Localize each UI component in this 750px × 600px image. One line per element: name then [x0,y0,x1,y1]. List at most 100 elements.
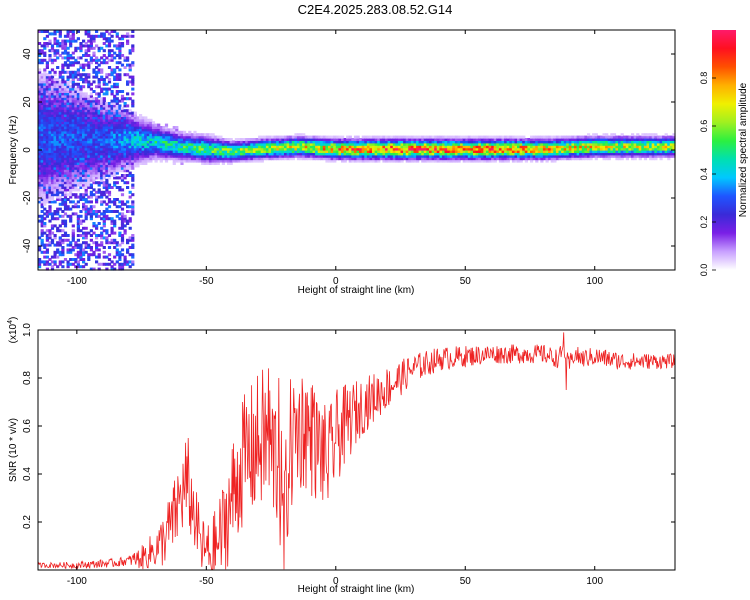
heatmap-cell [126,169,130,173]
heatmap-cell [224,152,228,156]
heatmap-cell [38,49,42,53]
heatmap-cell [79,87,83,91]
heatmap-cell [82,205,86,209]
heatmap-cell [89,174,93,177]
heatmap-cell [447,140,451,144]
heatmap-cell [110,130,114,134]
heatmap-cell [483,138,487,141]
heatmap-cell [151,150,156,153]
heatmap-cell [107,109,112,113]
heatmap-cell [63,207,68,211]
heatmap-cell [359,150,363,153]
heatmap-cell [439,157,443,161]
heatmap-cell [120,42,125,45]
heatmap-cell [656,138,661,141]
heatmap-cell [154,157,158,161]
heatmap-cell [120,128,125,132]
heatmap-cell [162,145,166,149]
heatmap-cell [550,145,554,149]
heatmap-cell [87,164,91,168]
heatmap-cell [76,140,80,144]
heatmap-cell [100,138,104,141]
heatmap-cell [79,152,83,156]
heatmap-cell [63,150,68,153]
heatmap-cell [92,70,96,74]
heatmap-cell [260,147,264,151]
heatmap-cell [157,123,161,127]
heatmap-cell [71,82,75,86]
heatmap-cell [214,157,218,161]
heatmap-cell [387,140,391,144]
heatmap-cell [418,152,422,156]
heatmap-cell [203,150,207,153]
heatmap-cell [61,90,65,93]
heatmap-cell [100,104,104,108]
heatmap-cell [58,253,62,257]
heatmap-cell [131,157,135,161]
heatmap-cell [265,138,270,141]
heatmap-cell [131,102,135,105]
heatmap-cell [542,154,547,158]
heatmap-cell [95,109,99,113]
heatmap-cell [408,159,412,163]
heatmap-cell [107,152,112,156]
heatmap-cell [84,178,88,182]
heatmap-cell [304,152,308,156]
heatmap-cell [107,106,112,110]
heatmap-cell [107,37,112,41]
heatmap-cell [95,130,99,134]
heatmap-cell [599,145,604,149]
heatmap-cell [429,138,433,141]
heatmap-cell [636,145,640,149]
heatmap-cell [328,152,332,156]
heatmap-cell [656,147,661,151]
heatmap-cell [89,267,93,271]
heatmap-cell [82,181,86,185]
heatmap-cell [97,181,101,185]
heatmap-cell [265,135,270,139]
heatmap-cell [457,154,461,158]
heatmap-cell [71,205,75,209]
heatmap-cell [307,157,311,161]
heatmap-cell [382,140,386,144]
heatmap-cell [84,217,88,221]
heatmap-cell [364,145,368,149]
heatmap-cell [462,157,466,161]
heatmap-cell [63,34,68,38]
heatmap-cell [58,133,62,137]
heatmap-cell [131,104,135,108]
heatmap-cell [201,162,205,165]
heatmap-cell [320,142,324,146]
heatmap-cell [620,152,624,156]
heatmap-cell [63,128,68,132]
heatmap-cell [540,157,544,161]
heatmap-cell [167,138,171,141]
heatmap-cell [40,205,44,209]
heatmap-cell [395,138,399,141]
heatmap-cell [594,138,598,141]
heatmap-cell [87,121,91,125]
heatmap-cell [317,152,321,156]
heatmap-cell [418,142,422,146]
heatmap-cell [84,44,88,48]
heatmap-cell [568,147,572,151]
heatmap-cell [594,150,598,153]
heatmap-cell [535,138,539,141]
heatmap-cell [43,262,47,266]
heatmap-cell [452,150,456,153]
heatmap-cell [58,178,62,182]
heatmap-cell [110,73,114,77]
heatmap-cell [102,58,106,62]
heatmap-cell [123,142,127,146]
heatmap-cell [126,145,130,149]
heatmap-cell [631,157,635,161]
heatmap-cell [92,46,96,50]
heatmap-cell [43,97,47,101]
heatmap-cell [486,140,490,144]
heatmap-cell [180,147,184,151]
heatmap-cell [594,142,598,146]
heatmap-cell [486,145,490,149]
heatmap-cell [66,58,70,62]
heatmap-cell [50,116,55,120]
heatmap-cell [56,145,60,149]
